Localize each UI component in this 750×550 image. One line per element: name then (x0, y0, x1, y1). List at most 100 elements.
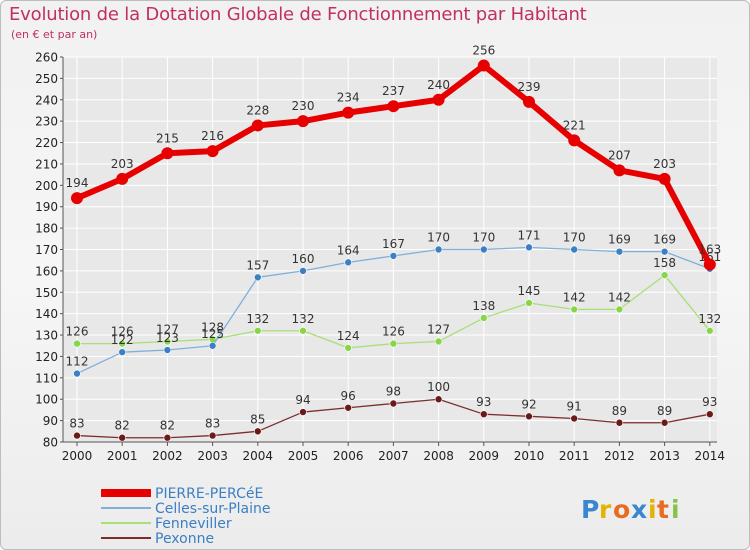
data-label: 83 (69, 417, 84, 431)
x-tick-label: 2010 (514, 449, 545, 463)
data-label: 124 (337, 329, 360, 343)
data-point (118, 348, 126, 356)
y-tick-label: 100 (35, 393, 58, 407)
series-celles-sur-plaine: 112 122 123 125 157 160 164 167 170 170 171 170 169 1… (66, 228, 721, 378)
legend-label: Celles-sur-Plaine (155, 501, 271, 517)
y-tick-label: 180 (35, 222, 58, 236)
data-point (658, 172, 671, 185)
data-label: 228 (246, 103, 269, 117)
data-label: 239 (518, 80, 541, 94)
data-point (660, 247, 669, 256)
proxiti-logo: P r o x i t i (581, 495, 680, 524)
data-label: 194 (66, 176, 89, 190)
data-point (344, 258, 353, 267)
data-point (434, 337, 443, 346)
data-point (118, 433, 126, 442)
data-label: 82 (160, 419, 175, 433)
y-tick-label: 260 (35, 51, 58, 65)
data-label: 207 (608, 148, 631, 162)
data-point (479, 314, 488, 322)
chart-title: Evolution de la Dotation Globale de Fonc… (9, 4, 587, 25)
data-label: 203 (111, 157, 134, 171)
data-point (660, 271, 669, 279)
data-point (525, 243, 533, 252)
data-point (73, 431, 81, 440)
y-tick-label: 80 (43, 436, 58, 450)
data-point (163, 337, 172, 346)
data-label: 221 (563, 118, 586, 132)
data-point (615, 247, 624, 256)
series-pexonne: 83 82 82 83 85 94 96 98 100 93 92 91 89 89 93 (69, 380, 717, 442)
data-point (387, 100, 400, 113)
data-point (570, 305, 579, 314)
data-point (342, 106, 355, 119)
data-label: 128 (201, 320, 224, 334)
data-point (479, 410, 488, 418)
data-label: 256 (472, 44, 495, 58)
data-point (73, 369, 81, 378)
data-label: 85 (250, 412, 265, 426)
logo-letter-x: x (631, 495, 647, 524)
data-label: 215 (156, 131, 179, 145)
data-label: 163 (698, 242, 721, 256)
data-label: 127 (427, 322, 450, 336)
data-point (613, 164, 626, 177)
data-label: 100 (427, 380, 450, 394)
y-tick-label: 90 (43, 414, 58, 428)
data-point (434, 245, 443, 254)
y-axis-ticks: 80 90 100 110 120 130 140 150 160 170 180 190 200 210… (35, 51, 63, 450)
data-point (389, 339, 398, 348)
data-label: 138 (472, 299, 495, 313)
data-point (660, 418, 669, 427)
data-point (299, 326, 307, 335)
data-label: 132 (698, 312, 721, 326)
data-label: 89 (612, 404, 627, 418)
data-label: 123 (156, 331, 179, 345)
data-label: 92 (521, 397, 536, 411)
y-tick-label: 110 (35, 371, 58, 385)
data-point (253, 427, 262, 436)
data-label: 94 (295, 393, 310, 407)
data-label: 237 (382, 84, 405, 98)
x-tick-label: 2012 (604, 449, 635, 463)
data-label: 170 (427, 231, 450, 245)
logo-letter-o: o (613, 495, 630, 524)
chart-subtitle: (en € et par an) (11, 28, 98, 41)
data-label: 160 (292, 252, 315, 266)
data-label: 142 (563, 290, 586, 304)
data-point (116, 172, 129, 185)
data-label: 89 (657, 404, 672, 418)
x-tick-label: 2014 (695, 449, 726, 463)
data-label: 142 (608, 290, 631, 304)
data-point (71, 192, 83, 205)
data-label: 132 (246, 312, 269, 326)
x-axis-ticks: 2000 2001 2002 2003 2004 2005 2006 2007 2008 2009… (62, 442, 725, 463)
legend-label: PIERRE-PERCéE (155, 486, 263, 502)
series-layer: 83 82 82 83 85 94 96 98 100 93 92 91 89 89 93 126 126 127… (66, 44, 721, 442)
legend-label: Pexonne (155, 531, 214, 547)
data-label: 126 (382, 325, 405, 339)
data-point (389, 399, 398, 408)
legend: PIERRE-PERCéECelles-sur-PlaineFenneville… (101, 486, 271, 547)
y-tick-label: 220 (35, 136, 58, 150)
data-point (525, 299, 533, 307)
x-tick-label: 2007 (378, 449, 409, 463)
data-label: 125 (201, 327, 224, 341)
data-point (344, 344, 353, 352)
data-label: 234 (337, 91, 360, 105)
data-point (615, 305, 624, 314)
x-tick-label: 2000 (62, 449, 93, 463)
data-label: 158 (653, 256, 676, 270)
y-tick-label: 170 (35, 243, 58, 257)
data-label: 93 (702, 395, 717, 409)
data-label: 91 (567, 399, 582, 413)
data-point (163, 433, 172, 442)
data-point (523, 95, 535, 108)
data-point (479, 245, 488, 254)
data-point (705, 326, 714, 335)
data-point (208, 431, 217, 440)
data-label: 83 (205, 417, 220, 431)
data-point (432, 93, 445, 106)
data-label: 122 (111, 333, 134, 347)
data-label: 230 (292, 99, 315, 113)
